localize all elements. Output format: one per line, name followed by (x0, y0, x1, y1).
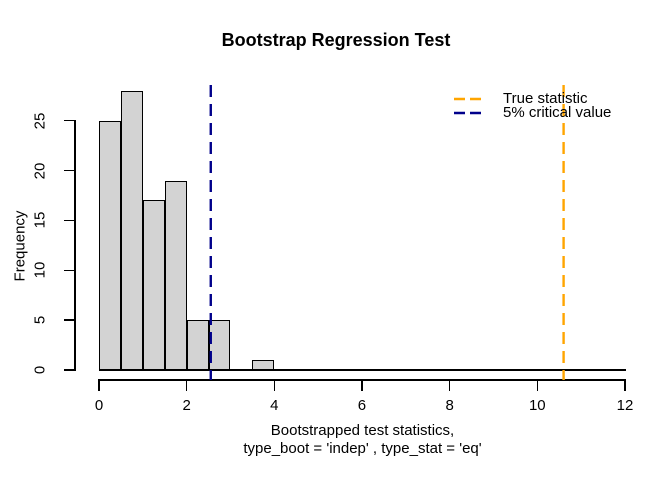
x-tick (273, 379, 276, 391)
x-tick (361, 379, 363, 391)
x-tick (185, 379, 188, 391)
y-tick-label: 15 (31, 212, 49, 229)
x-tick-label: 2 (182, 397, 191, 414)
y-tick (64, 119, 75, 122)
y-tick (64, 269, 75, 272)
y-tick (64, 319, 75, 321)
x-tick (624, 379, 626, 391)
legend-label: 5% critical value (503, 104, 612, 121)
x-tick (448, 379, 451, 391)
y-tick-label: 25 (31, 112, 49, 130)
x-tick-label: 0 (94, 397, 104, 414)
y-tick (64, 169, 75, 172)
x-tick-label: 8 (445, 397, 454, 414)
x-axis-label-line1: Bootstrapped test statistics, (270, 422, 455, 439)
y-axis-label: Frequency (11, 210, 29, 282)
x-tick-label: 12 (616, 397, 634, 414)
histogram-bar (99, 120, 121, 370)
y-tick (64, 219, 75, 222)
y-tick-label: 20 (31, 162, 49, 179)
histogram-bar (186, 320, 209, 370)
x-axis-label-line2: type_boot = 'indep' , type_stat = 'eq' (243, 440, 482, 457)
x-tick-label: 6 (357, 397, 367, 414)
y-tick (64, 369, 75, 371)
histogram-bar (142, 200, 165, 370)
legend-item-true-statistic: True statistic (454, 90, 611, 107)
histogram-bar (208, 320, 231, 370)
legend: True statistic 5% critical value (454, 90, 612, 121)
y-tick-label: 10 (31, 261, 49, 279)
x-tick-label: 10 (528, 397, 546, 414)
baseline (98, 369, 626, 371)
chart-title: Bootstrap Regression Test (221, 30, 451, 50)
y-axis-line (74, 119, 76, 371)
x-tick (536, 379, 539, 391)
dashed-line-icon (454, 111, 482, 115)
y-tick-label: 5 (31, 315, 49, 325)
histogram-bar (120, 90, 143, 370)
legend-item-critical-value: 5% critical value (454, 104, 612, 121)
y-tick-label: 0 (31, 365, 49, 375)
x-tick (98, 379, 100, 391)
x-tick-label: 4 (270, 397, 279, 414)
histogram-bar (164, 180, 187, 370)
dashed-line-icon (454, 97, 482, 101)
legend-label: True statistic (503, 90, 588, 107)
